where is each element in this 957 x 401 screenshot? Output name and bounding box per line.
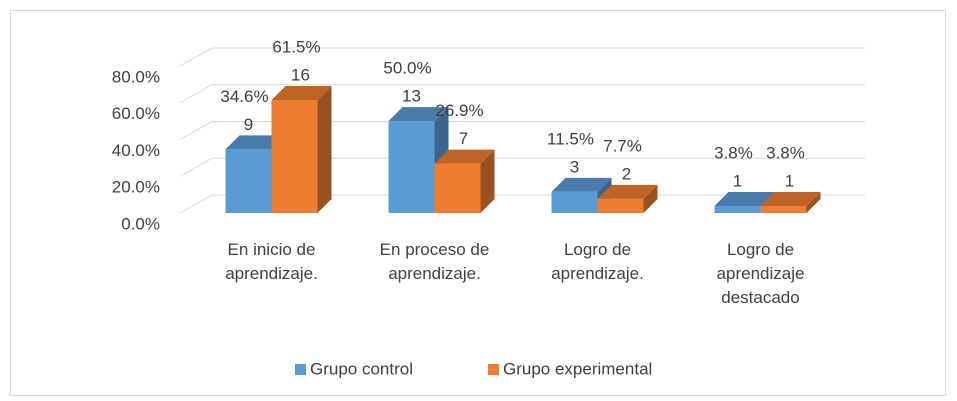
data-label: 3.8% (714, 144, 753, 163)
bar (551, 191, 598, 213)
bar-top (271, 85, 332, 100)
bar (388, 121, 435, 213)
bar-top (597, 184, 658, 199)
x-tick-label: En proceso de aprendizaje. (379, 240, 490, 283)
data-label: 7.7% (603, 136, 642, 155)
data-label: 50.0% (383, 59, 431, 78)
count-label: 1 (733, 172, 742, 191)
data-label: 61.5% (272, 37, 320, 56)
count-label: 3 (570, 157, 579, 176)
bar-side (317, 85, 332, 213)
count-label: 9 (244, 115, 253, 134)
grid-line (179, 84, 865, 104)
legend-swatch (488, 364, 499, 375)
legend-label: Grupo control (310, 359, 413, 378)
bar-side (643, 184, 658, 213)
bar (225, 149, 272, 213)
bar (597, 198, 644, 213)
bar-top (714, 192, 775, 207)
bar-side (480, 149, 495, 213)
y-tick-label: 0.0% (121, 214, 160, 233)
count-label: 2 (622, 164, 631, 183)
bar (760, 206, 807, 213)
y-tick-label: 20.0% (112, 178, 160, 197)
x-tick-label: En inicio de aprendizaje. (225, 240, 318, 283)
y-tick-label: 80.0% (112, 67, 160, 86)
bar (434, 163, 481, 213)
legend-label: Grupo experimental (503, 359, 652, 378)
bar-top (760, 192, 821, 207)
x-tick-label: Logro de aprendizaje. (551, 240, 644, 283)
data-label: 11.5% (547, 129, 594, 148)
grid-line (179, 157, 865, 177)
data-label: 3.8% (766, 144, 805, 163)
chart-border (10, 10, 946, 396)
bar-top (551, 177, 612, 192)
data-label: 34.6% (220, 87, 268, 106)
x-tick-label: Logro de aprendizaje destacado (716, 240, 805, 307)
bar-top (434, 149, 495, 164)
count-label: 1 (785, 172, 794, 191)
count-label: 16 (291, 65, 310, 84)
bar-top (225, 135, 286, 150)
grid-line (179, 47, 865, 67)
bar (714, 206, 761, 213)
count-label: 13 (402, 87, 421, 106)
bar (271, 99, 318, 213)
data-label: 26.9% (435, 101, 483, 120)
y-tick-label: 60.0% (112, 104, 160, 123)
count-label: 7 (459, 129, 468, 148)
bar-top (388, 107, 449, 122)
legend-swatch (295, 364, 306, 375)
bar-side (806, 192, 821, 213)
y-tick-label: 40.0% (112, 141, 160, 160)
grid-line (179, 121, 865, 140)
